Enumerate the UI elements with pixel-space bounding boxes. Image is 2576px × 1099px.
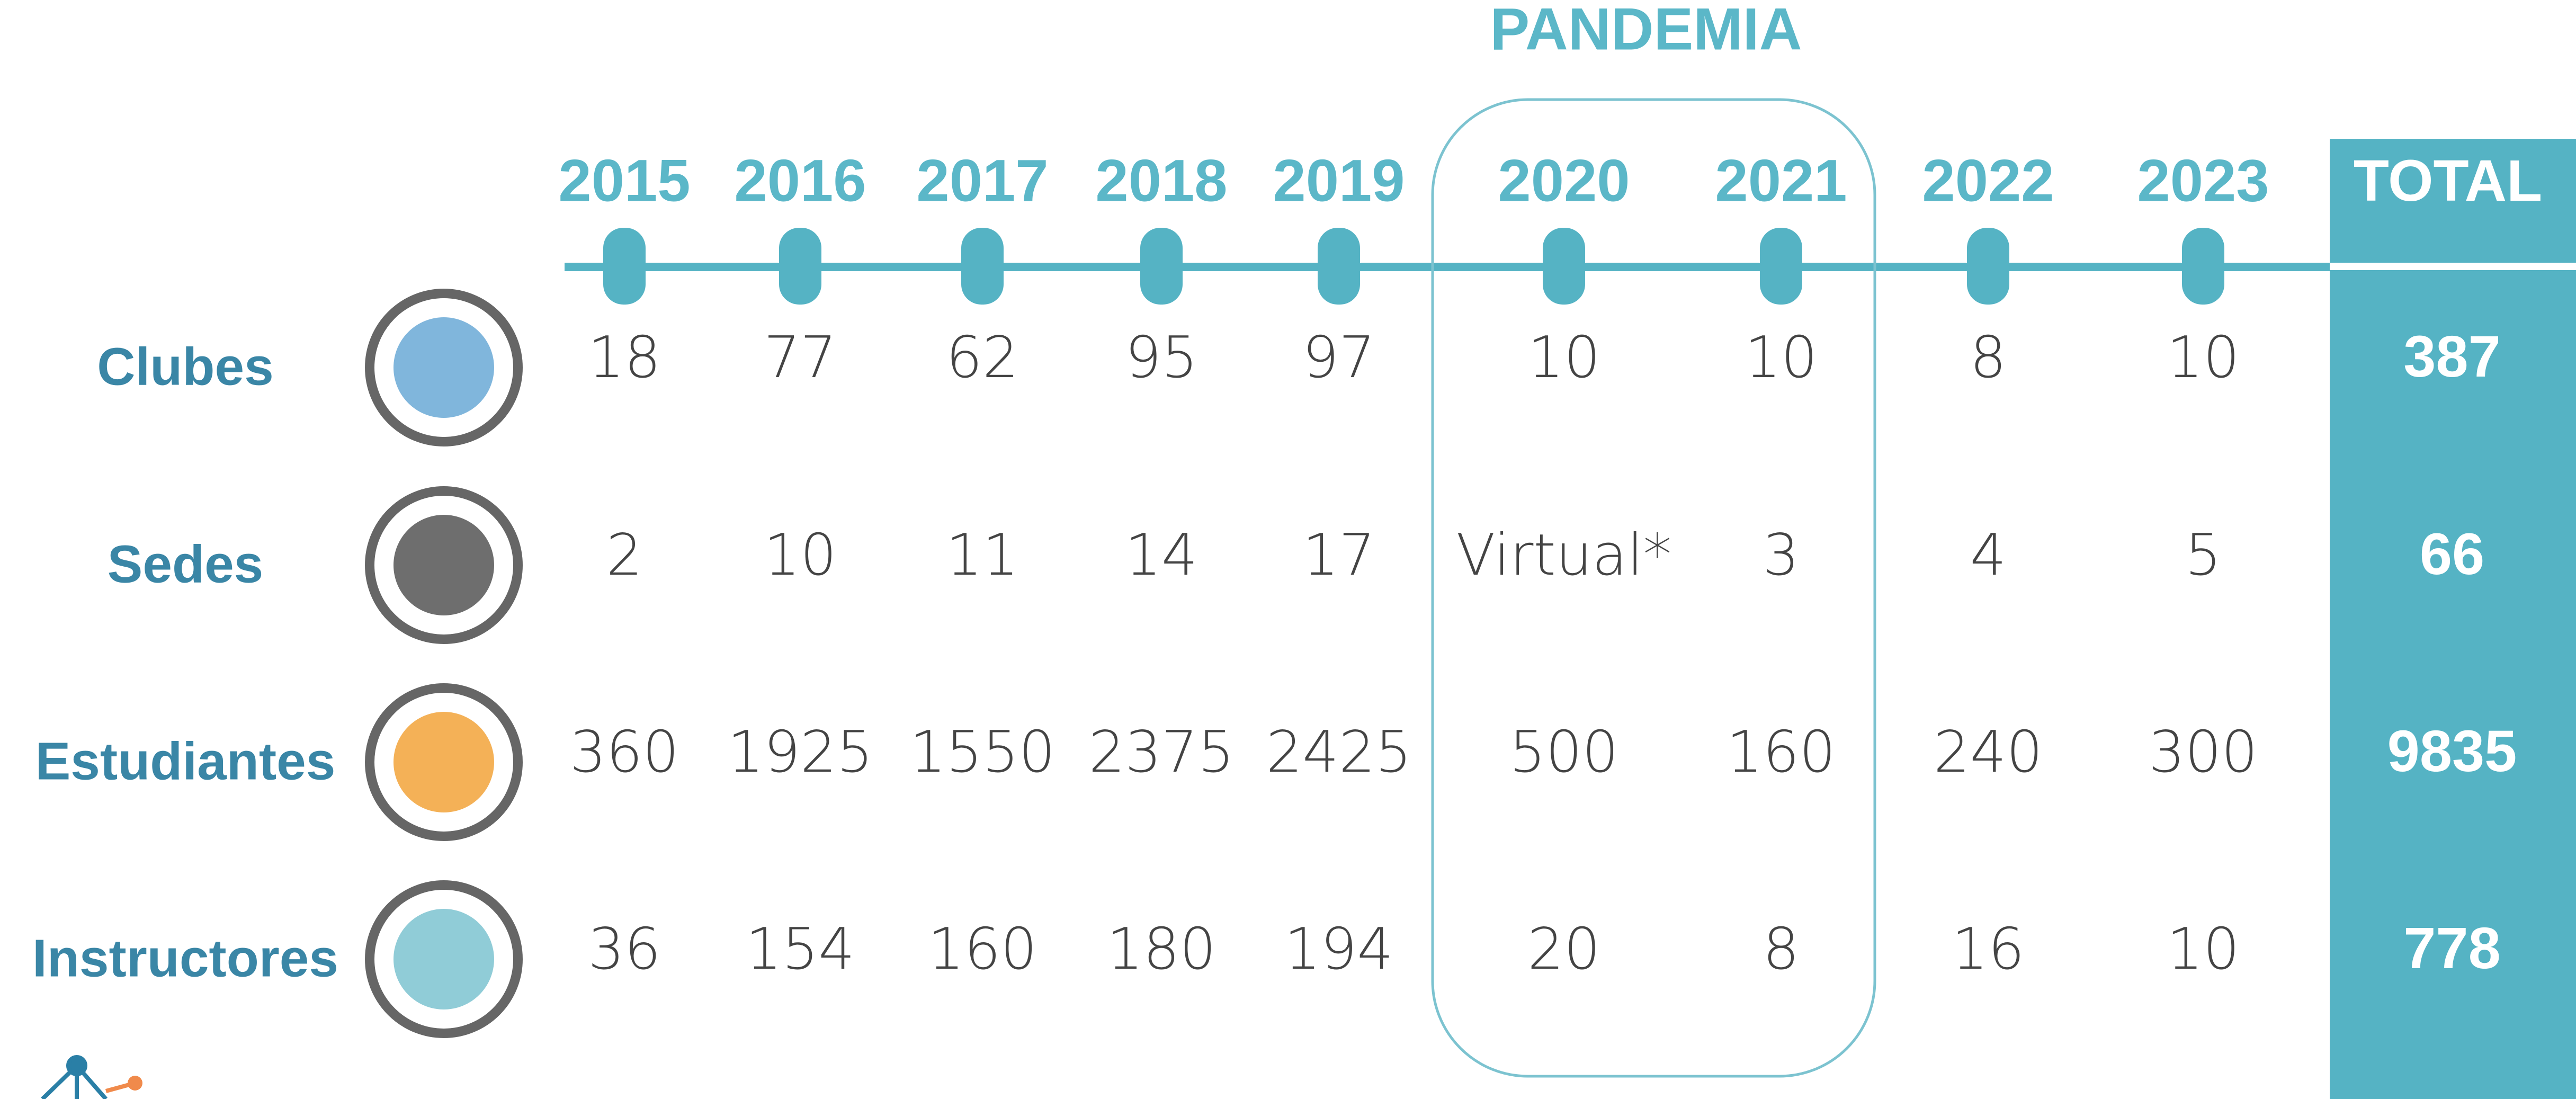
row-icon	[365, 486, 523, 644]
cell-value: 360	[570, 719, 679, 785]
cell-value: 154	[746, 916, 855, 982]
pandemic-label: PANDEMIA	[1490, 0, 1802, 62]
cell-value: 20	[1527, 916, 1600, 982]
cell-value: 2425	[1266, 719, 1412, 785]
year-header: 2021	[1715, 148, 1847, 214]
cell-value: 8	[1763, 916, 1800, 982]
cell-value: 1550	[910, 719, 1056, 785]
icon-inner	[393, 909, 494, 1009]
row-total: 387	[2403, 324, 2501, 389]
cell-value: 2375	[1089, 719, 1235, 785]
row-label: Estudiantes	[35, 731, 336, 791]
year-header: 2020	[1498, 148, 1630, 214]
cell-value: 17	[1302, 522, 1375, 588]
cell-value: 11	[946, 522, 1018, 588]
timeline-node	[1760, 228, 1802, 305]
cell-value: 4	[1970, 522, 2007, 588]
year-header: 2023	[2137, 148, 2269, 214]
row-icon	[365, 289, 523, 446]
cell-value: 160	[928, 916, 1037, 982]
total-divider	[2330, 263, 2576, 270]
icon-inner	[393, 317, 494, 418]
logo	[41, 1055, 142, 1099]
timeline	[565, 263, 2330, 271]
cell-value: 18	[588, 325, 660, 391]
timeline-node	[1543, 228, 1585, 305]
cell-value: 194	[1284, 916, 1393, 982]
cell-value: 10	[2167, 916, 2239, 982]
cell-value: 62	[946, 325, 1018, 391]
cell-value: 14	[1125, 522, 1197, 588]
timeline-node	[779, 228, 821, 305]
row-label: Clubes	[97, 337, 273, 396]
timeline-node	[1967, 228, 2009, 305]
timeline-node	[1318, 228, 1360, 305]
cell-value: Virtual*	[1456, 522, 1672, 588]
year-header: 2016	[734, 148, 866, 214]
cell-value: 2	[606, 522, 643, 588]
row-total: 66	[2420, 522, 2484, 587]
total-header: TOTAL	[2354, 148, 2542, 213]
cell-value: 95	[1125, 325, 1197, 391]
total-column	[2330, 139, 2576, 1099]
cell-value: 36	[588, 916, 660, 982]
year-header: 2017	[916, 148, 1048, 214]
year-header: 2022	[1922, 148, 2054, 214]
timeline-node	[2182, 228, 2224, 305]
cell-value: 10	[1745, 325, 1817, 391]
cell-value: 10	[764, 522, 836, 588]
cell-value: 10	[1527, 325, 1600, 391]
cell-value: 3	[1763, 522, 1800, 588]
timeline-node	[603, 228, 646, 305]
cell-value: 240	[1934, 719, 2043, 785]
cell-value: 77	[764, 325, 836, 391]
cell-value: 10	[2167, 325, 2239, 391]
row-label: Instructores	[32, 928, 338, 988]
cell-value: 5	[2185, 522, 2222, 588]
cell-value: 1925	[728, 719, 873, 785]
cell-value: 500	[1509, 719, 1618, 785]
cell-value: 180	[1107, 916, 1216, 982]
row-icon	[365, 683, 523, 841]
cell-value: 16	[1952, 916, 2024, 982]
cell-value: 160	[1727, 719, 1836, 785]
row-total: 778	[2403, 916, 2501, 981]
cell-value: 8	[1970, 325, 2007, 391]
year-header: 2019	[1273, 148, 1405, 214]
year-header: 2015	[558, 148, 690, 214]
year-header: 2018	[1095, 148, 1227, 214]
row-total: 9835	[2387, 719, 2517, 784]
row-label: Sedes	[108, 534, 264, 594]
icon-inner	[393, 515, 494, 615]
timeline-node	[961, 228, 1004, 305]
icon-inner	[393, 712, 494, 812]
timeline-node	[1140, 228, 1183, 305]
row-icon	[365, 880, 523, 1038]
cell-value: 300	[2149, 719, 2258, 785]
pandemic-frame	[1431, 98, 1876, 1078]
cell-value: 97	[1302, 325, 1375, 391]
